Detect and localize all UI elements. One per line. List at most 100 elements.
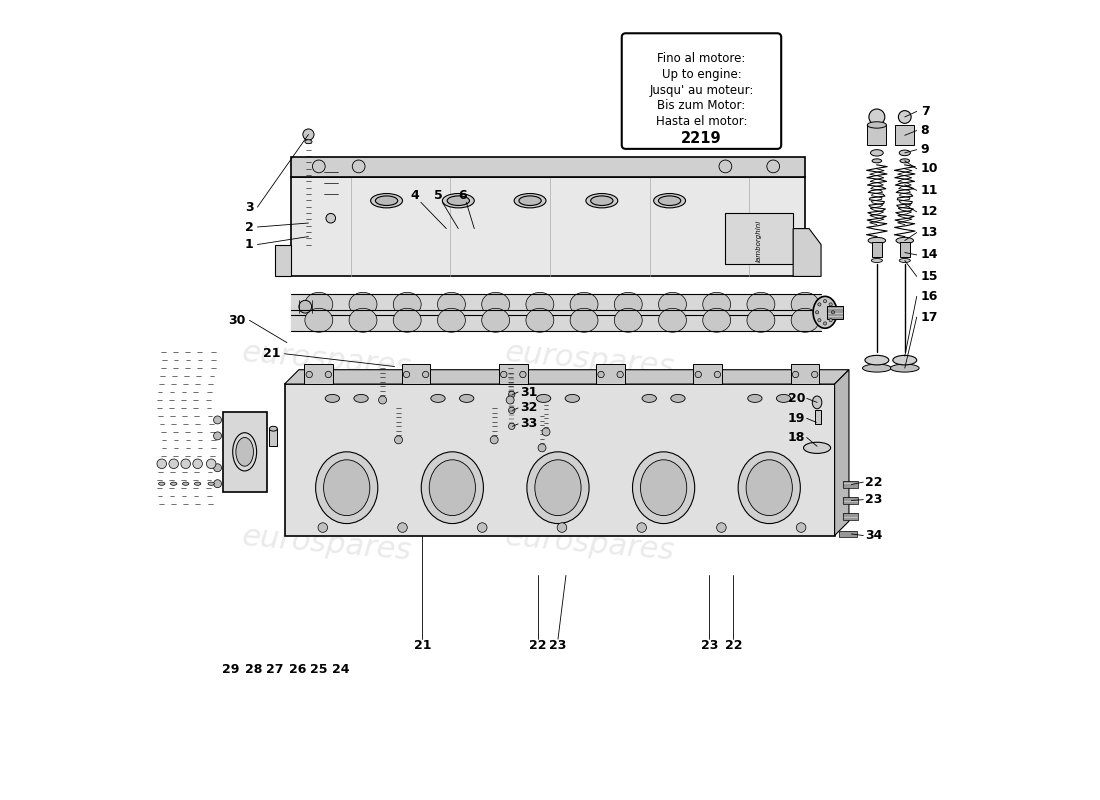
Text: 23: 23 (549, 639, 566, 652)
Ellipse shape (862, 364, 891, 372)
Text: 30: 30 (228, 314, 245, 326)
Text: 32: 32 (519, 402, 537, 414)
Circle shape (213, 416, 221, 424)
Ellipse shape (872, 159, 881, 163)
Text: 29: 29 (222, 663, 240, 676)
Text: 3: 3 (245, 201, 253, 214)
Bar (305, 364, 333, 384)
Ellipse shape (323, 460, 370, 515)
Ellipse shape (614, 308, 642, 332)
Bar (290, 157, 805, 177)
Text: 9: 9 (921, 143, 929, 156)
Circle shape (637, 522, 647, 532)
Ellipse shape (394, 292, 421, 316)
Text: 6: 6 (458, 190, 466, 202)
Ellipse shape (870, 150, 883, 156)
Circle shape (500, 371, 507, 378)
Ellipse shape (791, 292, 820, 316)
Circle shape (829, 303, 833, 306)
Ellipse shape (519, 196, 541, 206)
Ellipse shape (482, 292, 509, 316)
Bar (815, 410, 821, 424)
Circle shape (378, 396, 386, 404)
Polygon shape (290, 177, 805, 277)
Ellipse shape (640, 460, 686, 515)
Circle shape (508, 407, 515, 414)
Circle shape (542, 428, 550, 436)
Circle shape (508, 423, 515, 430)
Text: 34: 34 (865, 529, 882, 542)
Text: 8: 8 (921, 124, 929, 137)
Circle shape (558, 522, 566, 532)
Bar (844, 482, 858, 488)
Text: lamborghini: lamborghini (756, 219, 762, 262)
Circle shape (824, 299, 826, 302)
Ellipse shape (570, 308, 598, 332)
Circle shape (617, 371, 624, 378)
Bar (844, 514, 858, 519)
Text: 22: 22 (529, 639, 547, 652)
Circle shape (213, 464, 221, 472)
Ellipse shape (900, 159, 910, 163)
Circle shape (491, 436, 498, 444)
Circle shape (716, 522, 726, 532)
Text: 2219: 2219 (681, 131, 722, 146)
Bar (725, 213, 793, 265)
Text: Jusqu' au moteur:: Jusqu' au moteur: (649, 83, 754, 97)
Bar (827, 306, 844, 318)
Ellipse shape (896, 238, 913, 244)
Ellipse shape (535, 460, 581, 515)
Text: 7: 7 (921, 105, 929, 118)
Ellipse shape (305, 308, 333, 332)
Ellipse shape (671, 394, 685, 402)
Text: eurospares: eurospares (504, 522, 676, 566)
Ellipse shape (183, 482, 189, 486)
Circle shape (306, 371, 312, 378)
Ellipse shape (448, 196, 470, 206)
Ellipse shape (375, 196, 398, 206)
Circle shape (812, 371, 818, 378)
Ellipse shape (812, 396, 822, 409)
Polygon shape (275, 245, 290, 277)
Ellipse shape (537, 394, 551, 402)
Circle shape (815, 310, 818, 314)
Text: 21: 21 (263, 347, 280, 360)
Text: 25: 25 (310, 663, 328, 676)
Text: Fino al motore:: Fino al motore: (658, 52, 746, 65)
Text: 10: 10 (921, 162, 938, 175)
Polygon shape (793, 229, 821, 277)
FancyBboxPatch shape (621, 34, 781, 149)
Text: 21: 21 (414, 639, 431, 652)
Text: 15: 15 (921, 270, 938, 283)
Text: 16: 16 (921, 290, 938, 303)
Ellipse shape (659, 196, 681, 206)
Circle shape (477, 522, 487, 532)
Text: 23: 23 (701, 639, 718, 652)
Ellipse shape (899, 258, 911, 262)
Ellipse shape (431, 394, 446, 402)
Bar (270, 429, 277, 446)
Circle shape (352, 160, 365, 173)
Ellipse shape (482, 308, 509, 332)
Ellipse shape (195, 482, 201, 486)
Text: 26: 26 (288, 663, 306, 676)
Circle shape (302, 129, 313, 140)
Ellipse shape (438, 292, 465, 316)
Text: eurospares: eurospares (241, 522, 412, 566)
Bar (839, 530, 857, 537)
Circle shape (213, 480, 221, 488)
Bar (895, 125, 914, 145)
Circle shape (506, 396, 514, 404)
Ellipse shape (747, 308, 774, 332)
Ellipse shape (527, 452, 590, 523)
Bar (900, 242, 910, 257)
Circle shape (312, 160, 326, 173)
Ellipse shape (349, 308, 377, 332)
Ellipse shape (371, 194, 403, 208)
Circle shape (832, 310, 835, 314)
Text: 19: 19 (788, 412, 805, 425)
Circle shape (169, 459, 178, 469)
Text: 22: 22 (865, 476, 882, 489)
Circle shape (398, 522, 407, 532)
Bar (596, 364, 625, 384)
